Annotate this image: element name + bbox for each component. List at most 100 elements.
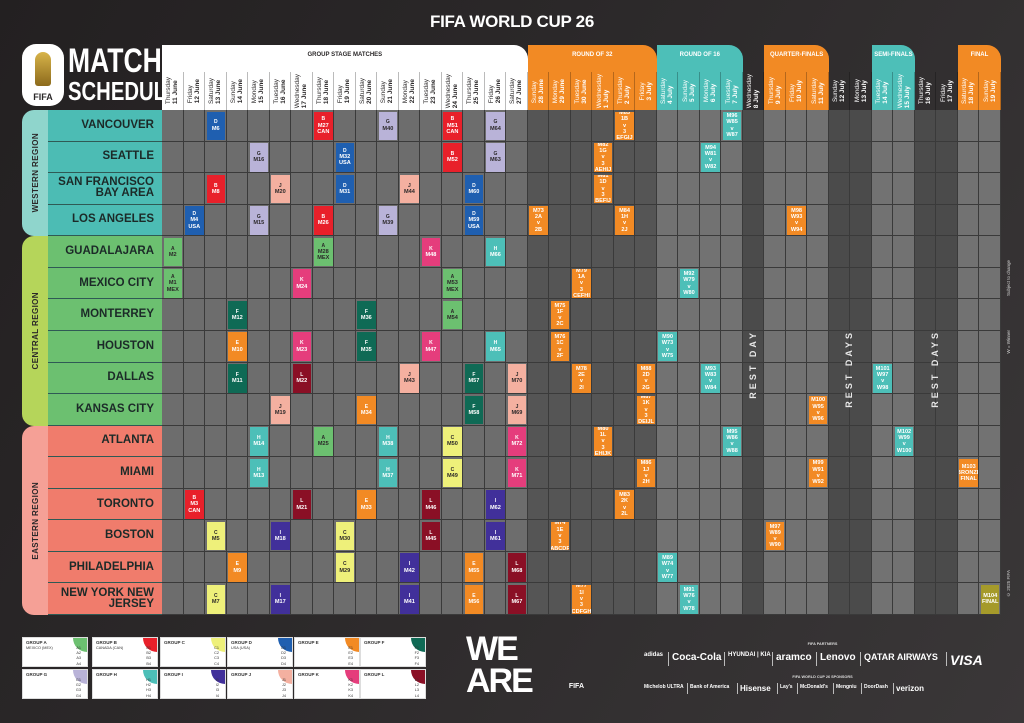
match-cell[interactable]: M94 W81 v W82 xyxy=(701,143,720,172)
match-cell[interactable]: M99 W91 v W92 xyxy=(808,458,828,488)
match-cell[interactable]: L M46 xyxy=(421,490,441,519)
match-cell[interactable]: C M5 xyxy=(206,521,226,551)
match-cell[interactable]: F M35 xyxy=(357,332,376,361)
match-cell[interactable]: M101 W97 v W98 xyxy=(873,364,892,393)
match-cell[interactable]: L M21 xyxy=(292,490,312,519)
match-cell[interactable]: J M70 xyxy=(507,364,527,393)
match-cell[interactable]: K M72 xyxy=(507,427,527,456)
match-cell[interactable]: A M25 xyxy=(314,427,333,456)
match-cell[interactable]: C M49 xyxy=(443,458,462,488)
match-cell[interactable]: D M6 xyxy=(206,111,226,141)
match-cell[interactable]: G M63 xyxy=(486,143,505,172)
match-cell[interactable]: G M15 xyxy=(249,206,269,235)
match-cell[interactable]: M98 W93 v W94 xyxy=(787,206,806,235)
match-cell[interactable]: M83 2K v 2L xyxy=(615,490,634,519)
match-cell[interactable]: M87 1K v 3 DEIJL xyxy=(636,395,656,425)
match-cell[interactable]: M78 2E v 2I xyxy=(572,364,591,393)
match-cell[interactable]: L M68 xyxy=(507,553,527,582)
match-cell[interactable]: M77 1I v 3 CDFGH xyxy=(572,584,591,614)
match-cell[interactable]: K M48 xyxy=(421,237,441,267)
match-cell[interactable]: F M58 xyxy=(464,395,484,425)
match-cell[interactable]: M79 1A v 3 CEFHI xyxy=(572,269,591,298)
match-cell[interactable]: D M4 USA xyxy=(185,206,204,235)
match-cell[interactable]: M90 W73 v W75 xyxy=(658,332,677,361)
match-cell[interactable]: B M51 CAN xyxy=(443,111,462,141)
match-cell[interactable]: K M24 xyxy=(292,269,312,298)
match-cell[interactable]: A M54 xyxy=(443,300,462,330)
match-cell[interactable]: M75 1F v 2C xyxy=(550,300,570,330)
match-cell[interactable]: J M69 xyxy=(507,395,527,425)
match-cell[interactable]: B M8 xyxy=(206,174,226,204)
match-cell[interactable]: M89 W74 v W77 xyxy=(658,553,677,582)
match-cell[interactable]: L M22 xyxy=(292,364,312,393)
match-cell[interactable]: C M30 xyxy=(335,521,355,551)
match-cell[interactable]: M73 2A v 2B xyxy=(529,206,548,235)
match-cell[interactable]: D M60 xyxy=(464,174,484,204)
match-cell[interactable]: M104 FINAL xyxy=(980,584,1000,614)
match-cell[interactable]: G M16 xyxy=(249,143,269,172)
match-cell[interactable]: B M26 xyxy=(314,206,333,235)
match-cell[interactable]: G M39 xyxy=(378,206,398,235)
match-cell[interactable]: E M9 xyxy=(228,553,247,582)
match-cell[interactable]: L M45 xyxy=(421,521,441,551)
match-cell[interactable]: M74 1E v 3 ABCDF xyxy=(550,521,570,551)
match-cell[interactable]: F M12 xyxy=(228,300,247,330)
match-cell[interactable]: M92 W79 v W80 xyxy=(679,269,699,298)
match-cell[interactable]: C M50 xyxy=(443,427,462,456)
match-cell[interactable]: F M57 xyxy=(464,364,484,393)
match-cell[interactable]: I M61 xyxy=(486,521,505,551)
match-cell[interactable]: M97 W89 v W90 xyxy=(765,521,785,551)
match-cell[interactable]: M103BRONZEFINAL xyxy=(959,458,978,488)
match-cell[interactable]: A M2 xyxy=(163,237,182,267)
match-cell[interactable]: H M66 xyxy=(486,237,505,267)
match-cell[interactable]: M76 1C v 2F xyxy=(550,332,570,361)
match-cell[interactable]: I M17 xyxy=(271,584,290,614)
match-cell[interactable]: H M65 xyxy=(486,332,505,361)
match-cell[interactable]: M85 1B v 3 EFGIJ xyxy=(615,111,634,141)
match-cell[interactable]: J M44 xyxy=(400,174,419,204)
match-cell[interactable]: D M31 xyxy=(335,174,355,204)
match-cell[interactable]: I M42 xyxy=(400,553,419,582)
match-cell[interactable]: E M55 xyxy=(464,553,484,582)
match-cell[interactable]: K M71 xyxy=(507,458,527,488)
match-cell[interactable]: J M20 xyxy=(271,174,290,204)
match-cell[interactable]: B M27 CAN xyxy=(314,111,333,141)
match-cell[interactable]: G M64 xyxy=(486,111,505,141)
match-cell[interactable]: H M37 xyxy=(378,458,398,488)
match-cell[interactable]: B M52 xyxy=(443,143,462,172)
match-cell[interactable]: M84 1H v 2J xyxy=(615,206,634,235)
match-cell[interactable]: I M41 xyxy=(400,584,419,614)
match-cell[interactable]: F M36 xyxy=(357,300,376,330)
match-cell[interactable]: E M56 xyxy=(464,584,484,614)
match-cell[interactable]: E M10 xyxy=(228,332,247,361)
match-cell[interactable]: M100 W95 v W96 xyxy=(808,395,828,425)
match-cell[interactable]: L M67 xyxy=(507,584,527,614)
match-cell[interactable]: M102 W99 v W100 xyxy=(894,427,914,456)
match-cell[interactable]: D M59 USA xyxy=(464,206,484,235)
match-cell[interactable]: M88 2D v 2G xyxy=(636,364,656,393)
match-cell[interactable]: M95 W86 v W88 xyxy=(722,427,742,456)
match-cell[interactable]: M91 W76 v W78 xyxy=(679,584,699,614)
match-cell[interactable]: I M62 xyxy=(486,490,505,519)
match-cell[interactable]: M80 1L v 3 EHIJK xyxy=(593,427,613,456)
match-cell[interactable]: D M32 USA xyxy=(335,143,355,172)
match-cell[interactable]: M82 1G v 3 AEHIJ xyxy=(593,143,613,172)
match-cell[interactable]: J M19 xyxy=(271,395,290,425)
match-cell[interactable]: M81 1D v 3 BEFIJ xyxy=(593,174,613,204)
match-cell[interactable]: A M28 MEX xyxy=(314,237,333,267)
match-cell[interactable]: M96 W85 v W87 xyxy=(722,111,742,141)
match-cell[interactable]: A M53 MEX xyxy=(443,269,462,298)
match-cell[interactable]: I M18 xyxy=(271,521,290,551)
match-cell[interactable]: K M47 xyxy=(421,332,441,361)
match-cell[interactable]: M86 1J v 2H xyxy=(636,458,656,488)
match-cell[interactable]: H M14 xyxy=(249,427,269,456)
match-cell[interactable]: A M1 MEX xyxy=(163,269,182,298)
match-cell[interactable]: C M7 xyxy=(206,584,226,614)
match-cell[interactable]: G M40 xyxy=(378,111,398,141)
match-cell[interactable]: F M11 xyxy=(228,364,247,393)
match-cell[interactable]: J M43 xyxy=(400,364,419,393)
match-cell[interactable]: H M38 xyxy=(378,427,398,456)
match-cell[interactable]: H M13 xyxy=(249,458,269,488)
match-cell[interactable]: K M23 xyxy=(292,332,312,361)
match-cell[interactable]: E M33 xyxy=(357,490,376,519)
